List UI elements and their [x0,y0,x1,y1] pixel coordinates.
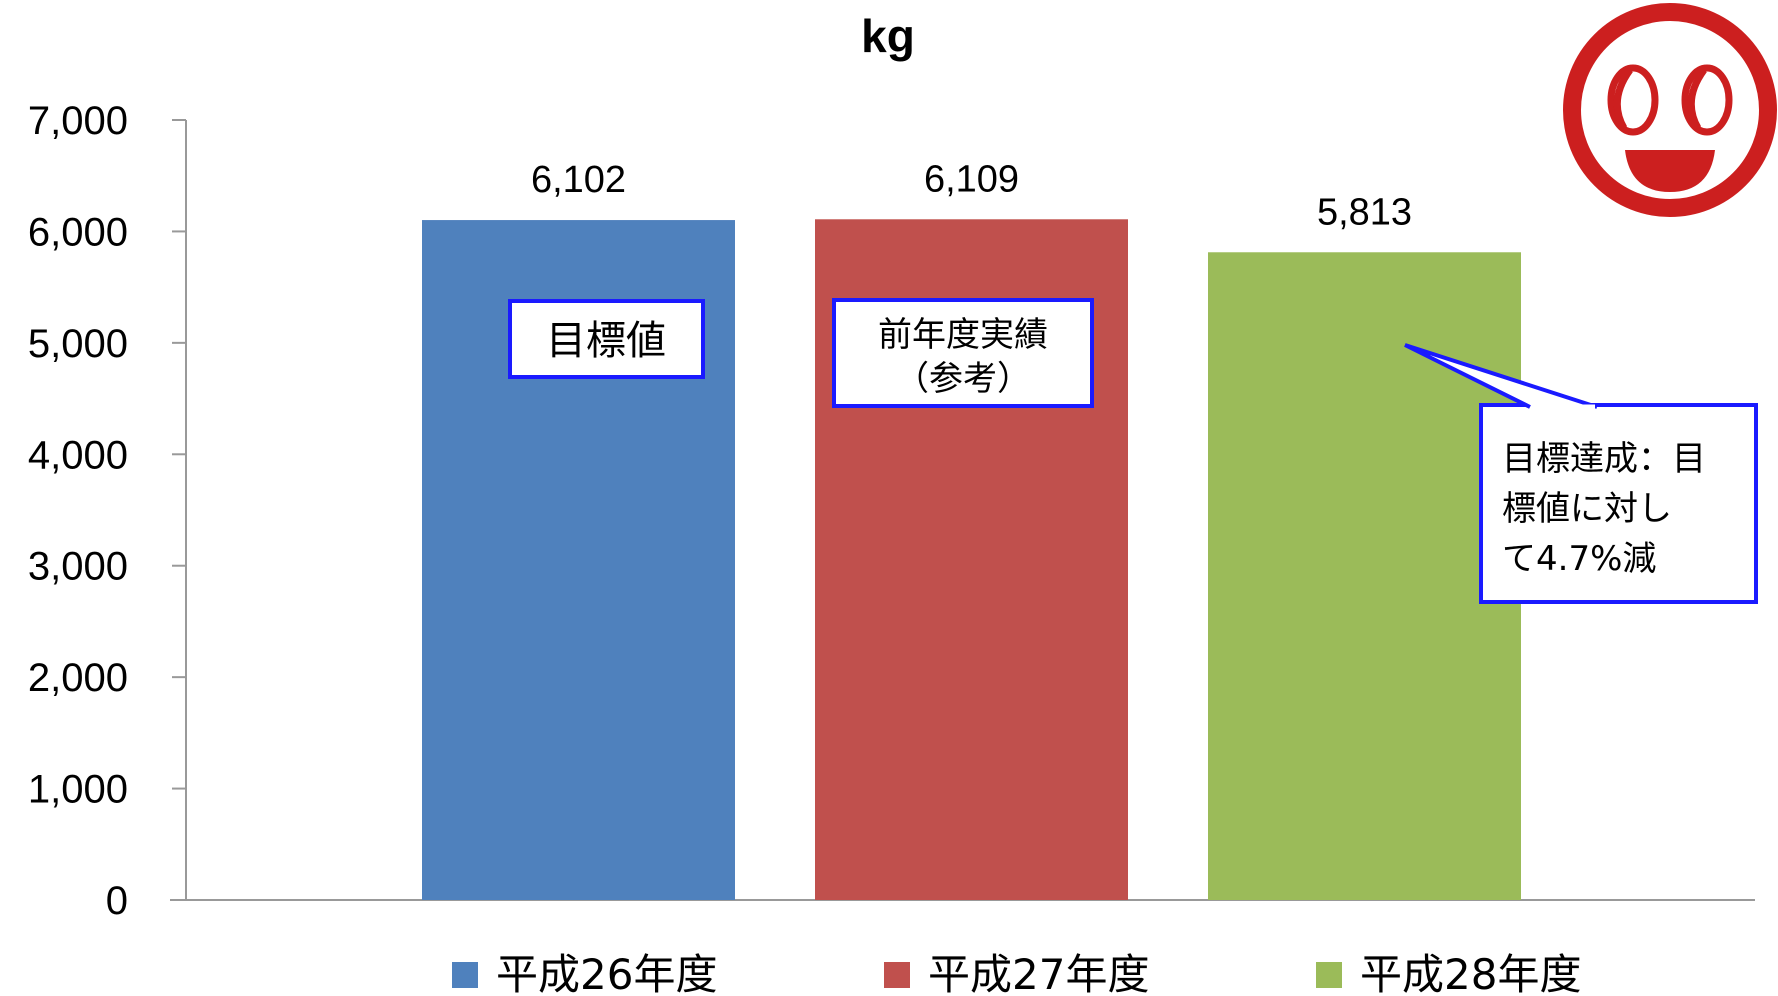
callout-achieved-line2: 標値に対し [1502,489,1672,529]
data-label: 5,813 [1317,191,1412,233]
legend-swatch [1316,962,1342,988]
y-tick-label: 7,000 [28,99,128,143]
y-tick-label: 0 [106,879,128,923]
legend-swatch [884,962,910,988]
chart-unit-title: kg [861,10,915,62]
callout-target-text: 目標値 [546,318,666,364]
y-tick-label: 2,000 [28,656,128,700]
callout-reference-line1: 前年度実績 [878,315,1048,355]
data-label: 6,109 [924,158,1019,200]
legend-label: 平成28年度 [1360,950,1581,996]
y-tick-label: 3,000 [28,545,128,589]
legend-swatch [452,962,478,988]
y-tick-label: 6,000 [28,210,128,254]
legend: 平成26年度 平成27年度 平成28年度 [452,950,1581,996]
callout-reference: 前年度実績 （参考） [834,300,1092,406]
legend-label: 平成27年度 [928,950,1149,996]
data-label: 6,102 [531,159,626,201]
smiling-face-logo [1572,12,1768,208]
bar [1208,252,1521,900]
legend-label: 平成26年度 [496,950,717,996]
callout-achieved-line1: 目標達成：目 [1502,439,1706,479]
y-tick-label: 5,000 [28,322,128,366]
y-tick-label: 4,000 [28,433,128,477]
y-tick-label: 1,000 [28,768,128,812]
callout-target: 目標値 [510,301,703,377]
callout-reference-line2: （参考） [895,359,1031,399]
y-axis-ticks: 0 1,000 2,000 3,000 4,000 5,000 6,000 7,000 [28,99,186,923]
callout-achieved-line3: て4.7%減 [1502,539,1656,579]
logo-mouth [1625,150,1715,192]
